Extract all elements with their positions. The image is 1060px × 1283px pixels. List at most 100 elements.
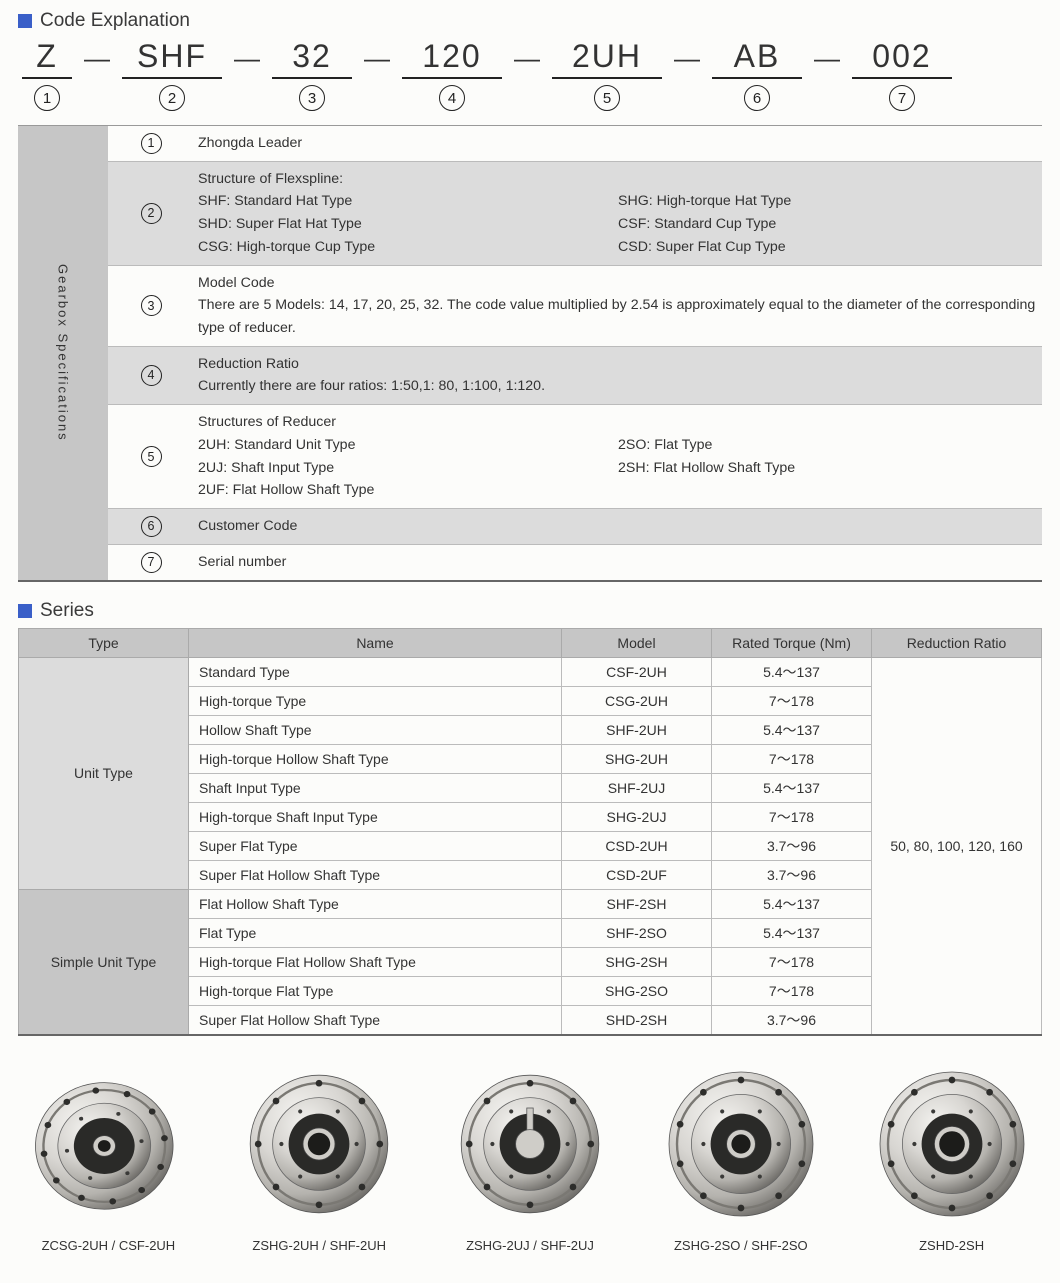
spec-num-cell: 6 [108,509,194,544]
code-dash: — [364,43,390,74]
code-dash: — [234,43,260,74]
spec-line: Currently there are four ratios: 1:50,1:… [198,375,1038,398]
series-model-cell: CSD-2UF [562,860,712,889]
spec-line: Structure of Flexspline: [198,168,618,191]
spec-body: Structure of Flexspline:SHF: Standard Ha… [194,162,1042,265]
series-name-cell: Standard Type [189,657,562,686]
spec-body: Zhongda Leader [194,126,1042,161]
series-torque-cell: 7～178 [712,802,872,831]
spec-body: Model CodeThere are 5 Models: 14, 17, 20… [194,266,1042,346]
product-label: ZSHG-2UH / SHF-2UH [252,1238,386,1253]
gear-icon [661,1064,821,1224]
series-name-cell: Super Flat Type [189,831,562,860]
series-torque-cell: 3.7～96 [712,831,872,860]
series-name-cell: High-torque Shaft Input Type [189,802,562,831]
spec-line [618,479,1038,502]
series-torque-cell: 5.4～137 [712,715,872,744]
series-row: Unit TypeStandard TypeCSF-2UH5.4～13750, … [19,657,1042,686]
spec-number-circle: 4 [141,365,162,386]
spec-num-cell: 3 [108,266,194,346]
series-model-cell: SHF-2SH [562,889,712,918]
code-number-circle: 5 [594,85,620,111]
spec-num-cell: 7 [108,545,194,580]
spec-body: Serial number [194,545,1042,580]
spec-side-label: Gearbox Specifications [56,264,71,442]
series-header: Model [562,628,712,657]
series-header: Name [189,628,562,657]
series-torque-cell: 7～178 [712,976,872,1005]
spec-table: Gearbox Specifications 1Zhongda Leader2S… [18,125,1042,582]
series-model-cell: SHF-2UJ [562,773,712,802]
code-dash: — [674,43,700,74]
code-number-circle: 6 [744,85,770,111]
series-name-cell: Super Flat Hollow Shaft Type [189,1005,562,1035]
spec-line: Structures of Reducer [198,411,618,434]
code-value: Z [22,38,72,79]
series-name-cell: High-torque Flat Hollow Shaft Type [189,947,562,976]
spec-body: Reduction RatioCurrently there are four … [194,347,1042,404]
spec-line: SHG: High-torque Hat Type [618,190,1038,213]
code-dash: — [84,43,110,74]
series-torque-cell: 3.7～96 [712,860,872,889]
code-part: Z1 [22,38,72,111]
heading-code-explanation: Code Explanation [18,10,1042,32]
code-part: 1204 [402,38,502,111]
product-label: ZSHG-2UJ / SHF-2UJ [466,1238,594,1253]
code-value: 002 [852,38,952,79]
product-item: ZSHG-2SO / SHF-2SO [650,1064,831,1253]
code-number-circle: 4 [439,85,465,111]
code-value: AB [712,38,802,79]
series-model-cell: SHG-2UJ [562,802,712,831]
series-torque-cell: 7～178 [712,947,872,976]
spec-number-circle: 3 [141,295,162,316]
spec-row: 3 Model CodeThere are 5 Models: 14, 17, 2… [108,266,1042,347]
series-name-cell: High-torque Type [189,686,562,715]
series-name-cell: Flat Type [189,918,562,947]
spec-side-label-cell: Gearbox Specifications [18,126,108,580]
series-torque-cell: 5.4～137 [712,773,872,802]
series-model-cell: SHG-2UH [562,744,712,773]
heading-marker-icon [18,14,32,28]
series-model-cell: CSF-2UH [562,657,712,686]
heading-text: Code Explanation [40,10,190,32]
series-table: TypeNameModelRated Torque (Nm)Reduction … [18,628,1042,1036]
spec-line: Customer Code [198,515,1038,538]
code-part: 323 [272,38,352,111]
series-model-cell: CSG-2UH [562,686,712,715]
spec-line: Serial number [198,551,1038,574]
code-number-circle: 7 [889,85,915,111]
spec-row: 7Serial number [108,545,1042,580]
code-number-circle: 1 [34,85,60,111]
code-value: 2UH [552,38,662,79]
code-parts-row: Z1—SHF2—323—1204—2UH5—AB6—0027 [18,38,1042,111]
heading-text: Series [40,600,94,622]
series-torque-cell: 7～178 [712,744,872,773]
spec-row: 2Structure of Flexspline:SHF: Standard H… [108,162,1042,266]
gear-icon [239,1064,399,1224]
spec-number-circle: 6 [141,516,162,537]
spec-line: SHD: Super Flat Hat Type [198,213,618,236]
gear-icon [450,1064,610,1224]
product-item: ZSHG-2UH / SHF-2UH [229,1064,410,1253]
code-part: 0027 [852,38,952,111]
series-name-cell: Flat Hollow Shaft Type [189,889,562,918]
code-value: 32 [272,38,352,79]
code-dash: — [814,43,840,74]
series-header: Reduction Ratio [872,628,1042,657]
series-model-cell: SHG-2SO [562,976,712,1005]
spec-line: 2UJ: Shaft Input Type [198,457,618,480]
series-model-cell: SHD-2SH [562,1005,712,1035]
product-item: ZSHG-2UJ / SHF-2UJ [440,1064,621,1253]
spec-row: 6 Customer Code [108,509,1042,545]
spec-line: There are 5 Models: 14, 17, 20, 25, 32. … [198,294,1038,339]
spec-line: CSD: Super Flat Cup Type [618,236,1038,259]
spec-line: 2UH: Standard Unit Type [198,434,618,457]
spec-num-cell: 1 [108,126,194,161]
product-label: ZSHD-2SH [919,1238,984,1253]
products-row: ZCSG-2UH / CSF-2UH ZSHG-2UH / SHF-2UH ZSHG… [18,1064,1042,1253]
product-item: ZCSG-2UH / CSF-2UH [18,1064,199,1253]
spec-line: CSF: Standard Cup Type [618,213,1038,236]
series-model-cell: CSD-2UH [562,831,712,860]
spec-line: CSG: High-torque Cup Type [198,236,618,259]
spec-body: Structures of Reducer2UH: Standard Unit … [194,405,1042,508]
